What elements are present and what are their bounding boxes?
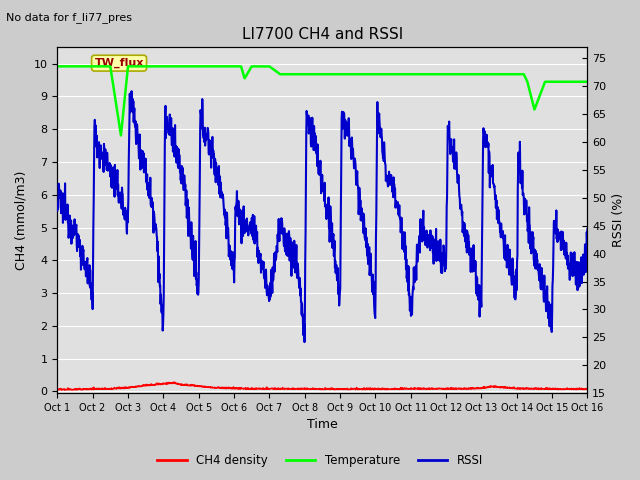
Text: TW_flux: TW_flux [94, 58, 144, 68]
Legend: CH4 density, Temperature, RSSI: CH4 density, Temperature, RSSI [152, 449, 488, 472]
X-axis label: Time: Time [307, 419, 338, 432]
Title: LI7700 CH4 and RSSI: LI7700 CH4 and RSSI [242, 27, 403, 42]
Y-axis label: CH4 (mmol/m3): CH4 (mmol/m3) [15, 170, 28, 270]
Text: No data for f_li77_pres: No data for f_li77_pres [6, 12, 132, 23]
Y-axis label: RSSI (%): RSSI (%) [612, 193, 625, 247]
